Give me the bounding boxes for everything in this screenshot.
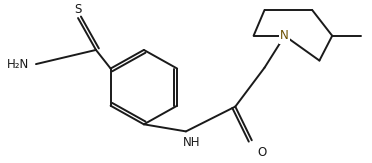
- Text: N: N: [280, 29, 289, 42]
- Text: S: S: [74, 3, 82, 16]
- Text: H₂N: H₂N: [6, 58, 29, 71]
- Text: O: O: [257, 146, 266, 159]
- Text: NH: NH: [183, 136, 200, 149]
